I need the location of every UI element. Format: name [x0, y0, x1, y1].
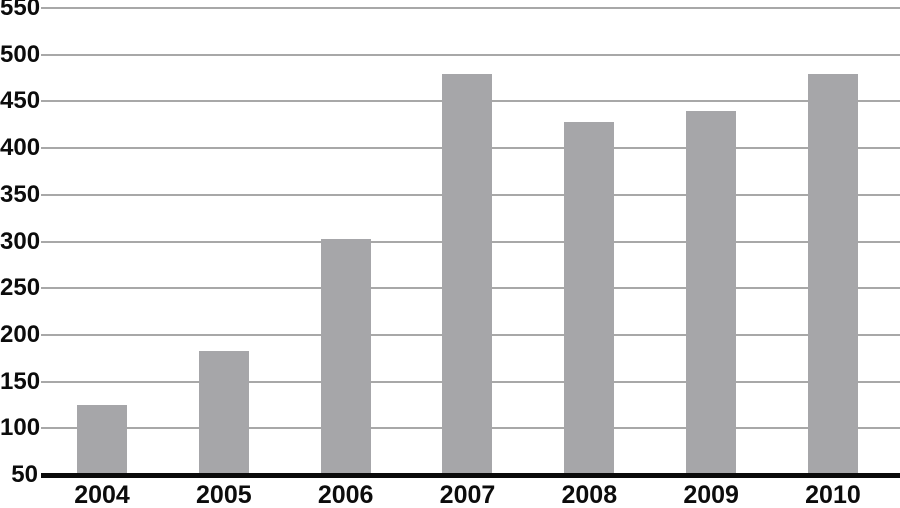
x-axis-tick-label: 2008 [561, 481, 618, 508]
x-axis-tick-label: 2007 [439, 481, 496, 508]
y-axis-tick-label: 450 [0, 87, 41, 115]
y-axis-tick-label: 50 [11, 461, 38, 488]
x-axis-tick-label: 2010 [805, 481, 861, 508]
y-axis-tick-label: 550 [0, 0, 41, 21]
bar-2008 [564, 121, 615, 475]
bar-2006 [320, 238, 371, 475]
y-axis-tick-label: 500 [0, 40, 41, 68]
bar-2010 [807, 74, 858, 475]
gridline [41, 7, 900, 9]
bar-2004 [77, 404, 127, 475]
bar-2009 [686, 110, 737, 475]
y-axis-tick-label: 300 [0, 227, 41, 255]
bar-2005 [198, 350, 249, 475]
x-axis-tick-label: 2006 [317, 481, 374, 508]
x-axis-line [41, 473, 900, 478]
y-axis-tick-label: 350 [0, 180, 41, 208]
bar-2007 [442, 74, 493, 475]
x-axis-tick-label: 2004 [74, 481, 130, 508]
y-axis-tick-label: 200 [0, 320, 41, 348]
y-axis-tick-label: 150 [0, 367, 41, 395]
y-axis-tick-label: 400 [0, 134, 41, 162]
gridline [41, 53, 900, 56]
x-axis-tick-label: 2005 [196, 481, 252, 508]
y-axis-tick-label: 100 [0, 414, 41, 442]
x-axis-tick-label: 2009 [683, 481, 739, 508]
y-axis-tick-label: 250 [0, 274, 41, 302]
